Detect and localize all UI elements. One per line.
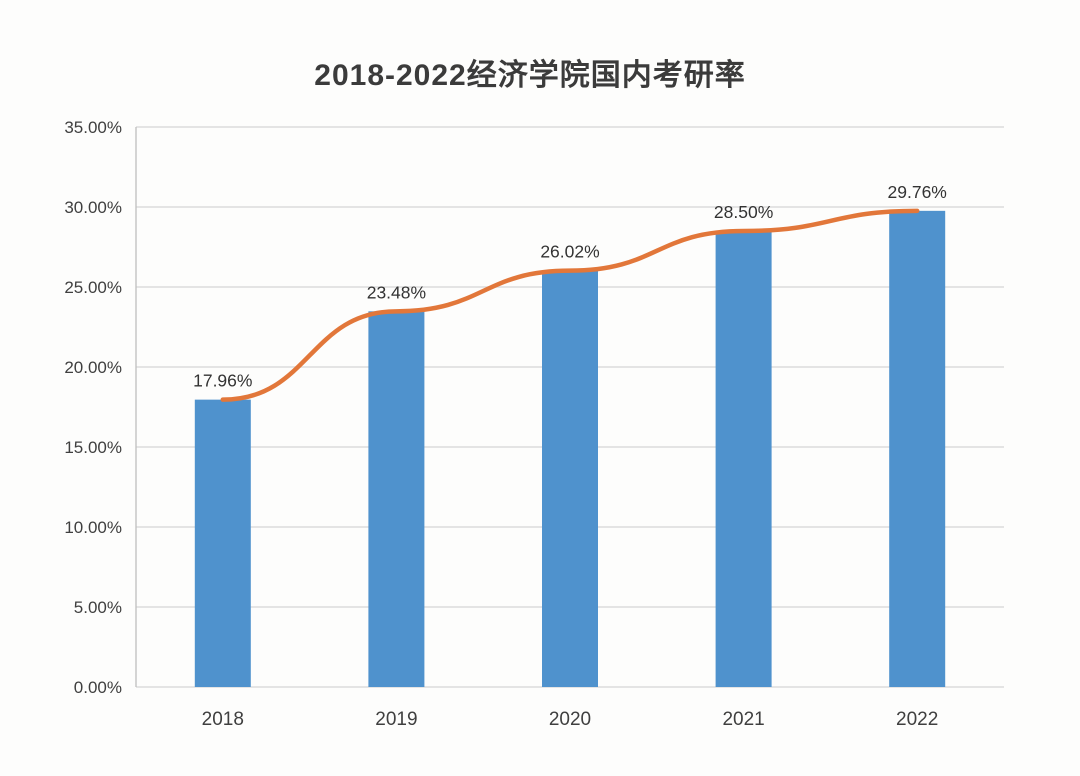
bar [368, 311, 425, 687]
y-axis-tick-label: 35.00% [64, 118, 122, 137]
bar [715, 231, 772, 687]
bar [542, 270, 598, 687]
y-axis-tick-label: 20.00% [64, 358, 122, 377]
y-axis-tick-label: 25.00% [64, 278, 122, 297]
y-axis-tick-label: 15.00% [64, 438, 122, 457]
x-axis-category-label: 2018 [202, 709, 244, 730]
trend-line [220, 208, 920, 402]
chart-title: 2018-2022经济学院国内考研率 [314, 59, 746, 92]
y-axis-tick-label: 30.00% [64, 198, 122, 217]
bar [889, 210, 946, 687]
y-axis-tick-label: 0.00% [74, 678, 122, 697]
data-label: 23.48% [367, 282, 426, 302]
x-axis-category-label: 2022 [896, 709, 938, 730]
y-axis-tick-label: 5.00% [74, 598, 122, 617]
data-label: 26.02% [540, 242, 599, 262]
x-axis-category-label: 2021 [722, 709, 764, 730]
x-axis-category-label: 2019 [375, 709, 417, 730]
bar [194, 399, 251, 687]
data-label: 29.76% [888, 182, 947, 202]
x-axis-category-label: 2020 [549, 709, 591, 730]
data-label: 17.96% [193, 371, 252, 391]
data-label: 28.50% [714, 202, 773, 222]
y-axis-tick-label: 10.00% [64, 518, 122, 537]
